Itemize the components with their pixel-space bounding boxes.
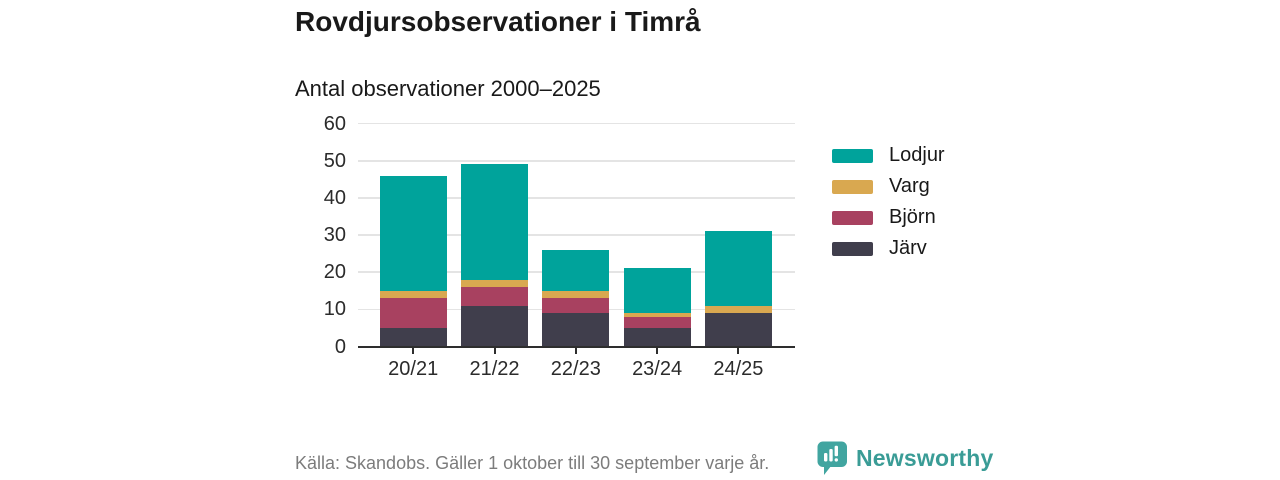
legend-item-järv: Järv bbox=[832, 233, 945, 264]
bar-segment-lodjur-22-23 bbox=[542, 249, 610, 291]
y-axis-tick-label: 60 bbox=[323, 112, 346, 135]
bar-segment-björn-22-23 bbox=[542, 298, 610, 314]
bar-segment-varg-21-22 bbox=[461, 279, 528, 288]
bar-segment-järv-21-22 bbox=[461, 305, 528, 347]
y-axis-tick-label: 30 bbox=[323, 224, 346, 247]
brand-name: Newsworthy bbox=[856, 445, 994, 471]
y-axis-tick-label: 50 bbox=[323, 149, 346, 172]
bar-segment-lodjur-23-24 bbox=[623, 268, 691, 314]
gridline-y60 bbox=[358, 122, 795, 125]
x-axis-tick-label: 20/21 bbox=[388, 358, 439, 380]
source-note: Källa: Skandobs. Gäller 1 oktober till 3… bbox=[295, 453, 770, 473]
bar-segment-björn-23-24 bbox=[623, 316, 691, 328]
bar-segment-järv-20-21 bbox=[379, 327, 447, 347]
legend-swatch-icon bbox=[832, 210, 873, 225]
bar-segment-lodjur-24-25 bbox=[704, 231, 772, 306]
brand-lockup: Newsworthy bbox=[817, 441, 993, 476]
bar-segment-järv-22-23 bbox=[542, 313, 610, 347]
x-axis-tick-label: 21/22 bbox=[469, 358, 520, 380]
chart-title: Rovdjursobservationer i Timrå bbox=[295, 6, 701, 37]
gridline-y50 bbox=[358, 160, 795, 162]
gridline-y40 bbox=[358, 197, 795, 199]
bar-segment-varg-20-21 bbox=[379, 290, 447, 299]
legend-label: Järv bbox=[889, 237, 927, 259]
y-axis-tick-label: 0 bbox=[334, 335, 346, 358]
x-axis-tickmark bbox=[412, 348, 415, 354]
legend-swatch-icon bbox=[832, 179, 873, 194]
newsworthy-logo-icon bbox=[817, 441, 847, 475]
legend-label: Varg bbox=[889, 175, 930, 197]
y-axis-tick-label: 40 bbox=[323, 186, 346, 209]
legend-label: Lodjur bbox=[889, 144, 945, 166]
bar-segment-varg-23-24 bbox=[623, 313, 691, 317]
x-axis-tickmark bbox=[737, 348, 740, 354]
bar-segment-järv-24-25 bbox=[704, 313, 772, 347]
x-axis-tickmark bbox=[656, 348, 659, 354]
bar-segment-björn-21-22 bbox=[461, 287, 528, 306]
legend-label: Björn bbox=[889, 206, 936, 228]
chart-subtitle: Antal observationer 2000–2025 bbox=[295, 76, 601, 101]
x-axis-tickmark bbox=[574, 348, 577, 354]
gridline-y30 bbox=[358, 234, 795, 236]
x-axis-tick-label: 23/24 bbox=[632, 358, 683, 380]
bar-segment-varg-24-25 bbox=[704, 305, 772, 314]
legend-swatch-icon bbox=[832, 148, 873, 163]
bar-segment-varg-22-23 bbox=[542, 290, 610, 299]
bar-segment-lodjur-21-22 bbox=[461, 164, 528, 280]
bar-segment-björn-20-21 bbox=[379, 298, 447, 328]
legend-item-björn: Björn bbox=[832, 202, 945, 233]
legend-item-varg: Varg bbox=[832, 171, 945, 202]
bar-segment-järv-23-24 bbox=[623, 327, 691, 347]
legend-swatch-icon bbox=[832, 241, 873, 256]
bar-segment-lodjur-20-21 bbox=[379, 175, 447, 291]
x-axis-tickmark bbox=[493, 348, 496, 354]
legend-item-lodjur: Lodjur bbox=[832, 140, 945, 171]
x-axis-line bbox=[358, 345, 795, 348]
y-axis-tick-label: 20 bbox=[323, 261, 346, 284]
x-axis-tick-label: 24/25 bbox=[713, 358, 764, 380]
chart-legend: Lodjur Varg Björn Järv bbox=[832, 140, 945, 264]
y-axis-tick-label: 10 bbox=[323, 298, 346, 321]
x-axis-tick-label: 22/23 bbox=[550, 358, 601, 380]
